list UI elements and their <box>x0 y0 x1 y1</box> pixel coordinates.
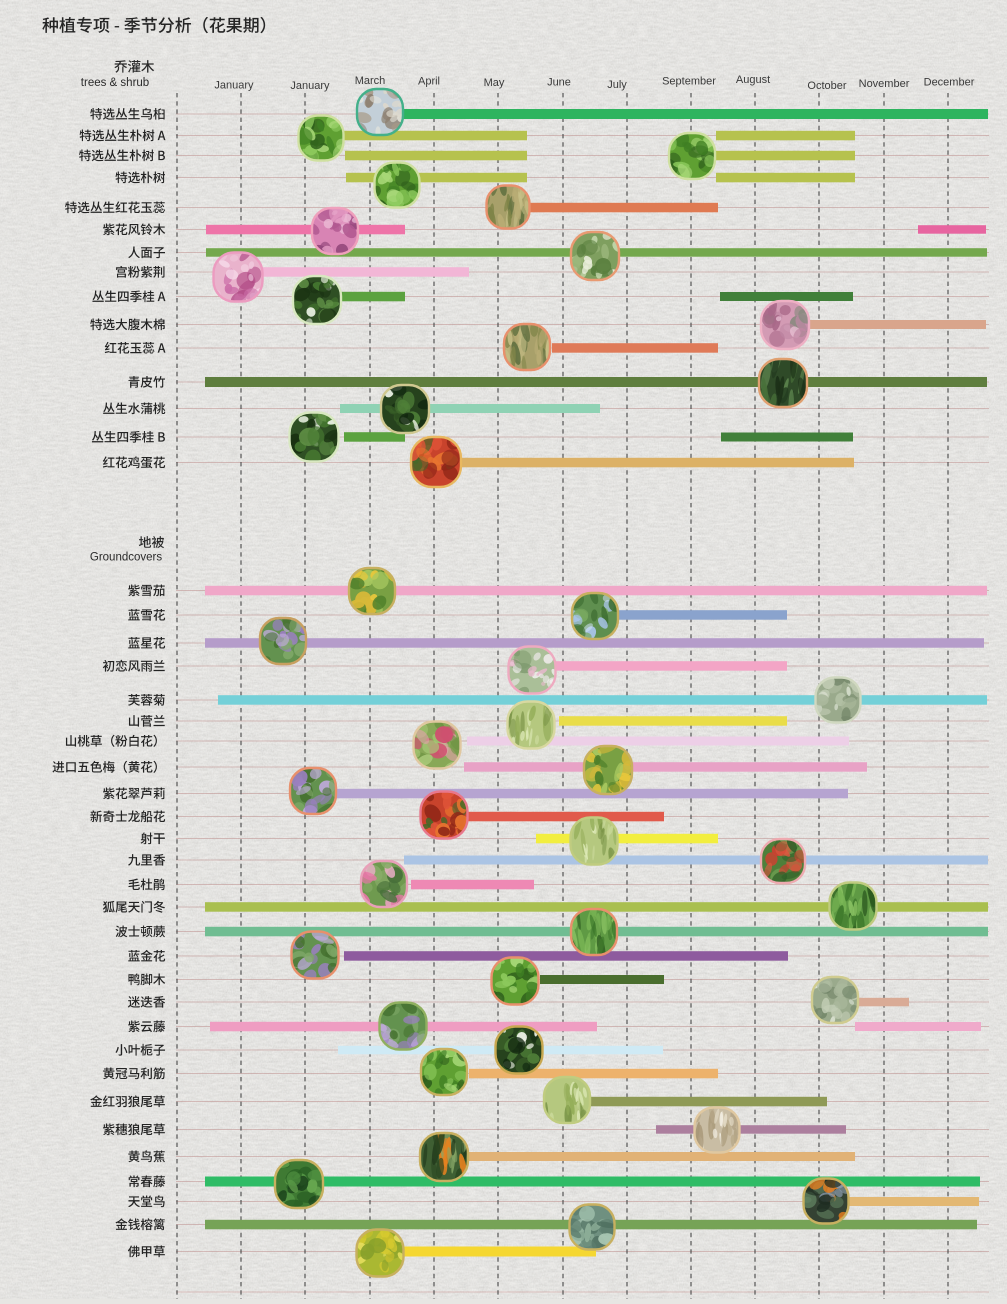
svg-text:October: October <box>807 80 846 92</box>
svg-text:November: November <box>859 78 910 90</box>
svg-text:April: April <box>418 76 440 88</box>
svg-text:May: May <box>484 77 505 89</box>
svg-text:June: June <box>547 77 571 89</box>
svg-text:December: December <box>924 77 975 89</box>
svg-text:January: January <box>290 80 330 92</box>
svg-text:September: September <box>662 76 716 88</box>
svg-text:August: August <box>736 74 770 86</box>
svg-text:January: January <box>214 80 254 92</box>
svg-text:July: July <box>607 79 627 91</box>
svg-text:trees & shrub: trees & shrub <box>81 77 149 89</box>
svg-text:Groundcovers: Groundcovers <box>90 552 162 564</box>
svg-text:March: March <box>355 75 386 87</box>
